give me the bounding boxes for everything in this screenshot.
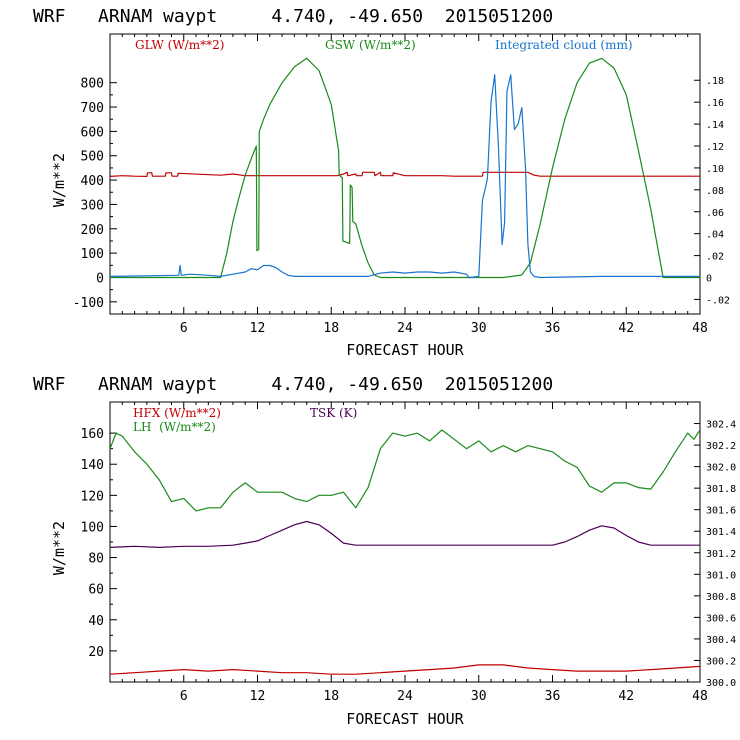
top-y2-tick-label: .16 bbox=[706, 98, 724, 109]
top-series-glw-line bbox=[109, 171, 700, 177]
top-y-tick-label: 200 bbox=[81, 223, 104, 238]
bottom-y2-tick-label: 300.2 bbox=[706, 656, 736, 667]
top-y-tick-label: 500 bbox=[81, 150, 104, 165]
bottom-legend-hfx: HFX (W/m**2) bbox=[133, 406, 221, 420]
top-x-axis-label: FORECAST HOUR bbox=[346, 341, 464, 359]
top-y-tick-label: 700 bbox=[81, 101, 104, 116]
top-legend-glw: GLW (W/m**2) bbox=[135, 38, 224, 52]
bottom-y-tick-label: 80 bbox=[88, 552, 104, 567]
top-y-tick-label: -100 bbox=[73, 296, 104, 311]
bottom-y2-tick-label: 300.8 bbox=[706, 592, 736, 603]
bottom-series-tsk-line bbox=[109, 520, 700, 549]
bottom-x-axis-label: FORECAST HOUR bbox=[346, 710, 464, 728]
bottom-y2-tick-label: 301.4 bbox=[706, 527, 736, 538]
bottom-y2-tick-label: 300.4 bbox=[706, 635, 736, 646]
bottom-y2-tick-label: 300.6 bbox=[706, 613, 736, 624]
bottom-y-tick-label: 120 bbox=[81, 489, 104, 504]
bottom-x-tick-label: 48 bbox=[692, 689, 708, 704]
bottom-x-tick-label: 42 bbox=[618, 689, 634, 704]
top-y2-tick-label: .12 bbox=[706, 142, 724, 153]
top-y2-tick-label: .08 bbox=[706, 186, 724, 197]
top-x-tick-label: 18 bbox=[323, 321, 339, 336]
bottom-x-tick-label: 6 bbox=[180, 689, 188, 704]
top-legend-cloud: Integrated cloud (mm) bbox=[495, 38, 633, 52]
top-x-tick-label: 24 bbox=[397, 321, 413, 336]
bottom-legend-lh: LH (W/m**2) bbox=[133, 420, 216, 434]
top-chart-title: WRF ARNAM waypt 4.740, -49.650 201505120… bbox=[33, 6, 553, 27]
top-y-tick-label: 600 bbox=[81, 125, 104, 140]
top-y2-tick-label: .14 bbox=[706, 120, 724, 131]
top-x-tick-label: 12 bbox=[250, 321, 266, 336]
top-y2-tick-label: -.02 bbox=[706, 295, 730, 306]
top-y2-tick-label: 0 bbox=[706, 274, 712, 285]
top-y2-tick-label: .04 bbox=[706, 230, 724, 241]
bottom-x-tick-label: 30 bbox=[471, 689, 487, 704]
bottom-y2-tick-label: 302.4 bbox=[706, 420, 736, 431]
top-y-axis-label: W/m**2 bbox=[50, 153, 68, 207]
bottom-y-tick-label: 140 bbox=[81, 458, 104, 473]
bottom-y-tick-label: 40 bbox=[88, 614, 104, 629]
bottom-y2-tick-label: 301.6 bbox=[706, 506, 736, 517]
top-x-tick-label: 30 bbox=[471, 321, 487, 336]
bottom-y2-tick-label: 302.2 bbox=[706, 441, 736, 452]
bottom-x-tick-label: 36 bbox=[545, 689, 561, 704]
bottom-x-tick-label: 24 bbox=[397, 689, 413, 704]
top-series-gsw-line bbox=[110, 57, 700, 279]
bottom-y-tick-label: 160 bbox=[81, 427, 104, 442]
top-x-tick-label: 6 bbox=[180, 321, 188, 336]
bottom-y2-tick-label: 301.0 bbox=[706, 570, 736, 581]
top-legend-gsw: GSW (W/m**2) bbox=[325, 38, 416, 52]
top-y-tick-label: 800 bbox=[81, 77, 104, 92]
top-x-tick-label: 42 bbox=[618, 321, 634, 336]
top-y-tick-label: 400 bbox=[81, 174, 104, 189]
bottom-y2-tick-label: 301.2 bbox=[706, 549, 736, 560]
bottom-y2-tick-label: 301.8 bbox=[706, 484, 736, 495]
bottom-plot-frame bbox=[109, 401, 701, 683]
top-x-tick-label: 48 bbox=[692, 321, 708, 336]
bottom-y-tick-label: 100 bbox=[81, 520, 104, 535]
bottom-x-tick-label: 18 bbox=[323, 689, 339, 704]
bottom-series-lh-line bbox=[109, 429, 701, 512]
bottom-y-tick-label: 20 bbox=[88, 645, 104, 660]
bottom-y2-tick-label: 302.0 bbox=[706, 463, 736, 474]
top-y2-tick-label: .02 bbox=[706, 252, 724, 263]
top-y2-tick-label: .10 bbox=[706, 164, 724, 175]
bottom-series-hfx-line bbox=[109, 664, 701, 675]
top-y2-tick-label: .06 bbox=[706, 208, 724, 219]
bottom-chart-title: WRF ARNAM waypt 4.740, -49.650 201505120… bbox=[33, 374, 553, 395]
top-y-tick-label: 0 bbox=[96, 271, 104, 286]
top-y-tick-label: 100 bbox=[81, 247, 104, 262]
bottom-y2-tick-label: 300.0 bbox=[706, 678, 736, 689]
top-y2-tick-label: .18 bbox=[706, 76, 724, 87]
bottom-x-tick-label: 12 bbox=[250, 689, 266, 704]
bottom-y-axis-label: W/m**2 bbox=[50, 521, 68, 575]
top-series-integrated-line bbox=[109, 74, 700, 279]
top-y-tick-label: 300 bbox=[81, 198, 104, 213]
bottom-y-tick-label: 60 bbox=[88, 583, 104, 598]
top-x-tick-label: 36 bbox=[545, 321, 561, 336]
bottom-legend-tsk: TSK (K) bbox=[310, 406, 357, 420]
